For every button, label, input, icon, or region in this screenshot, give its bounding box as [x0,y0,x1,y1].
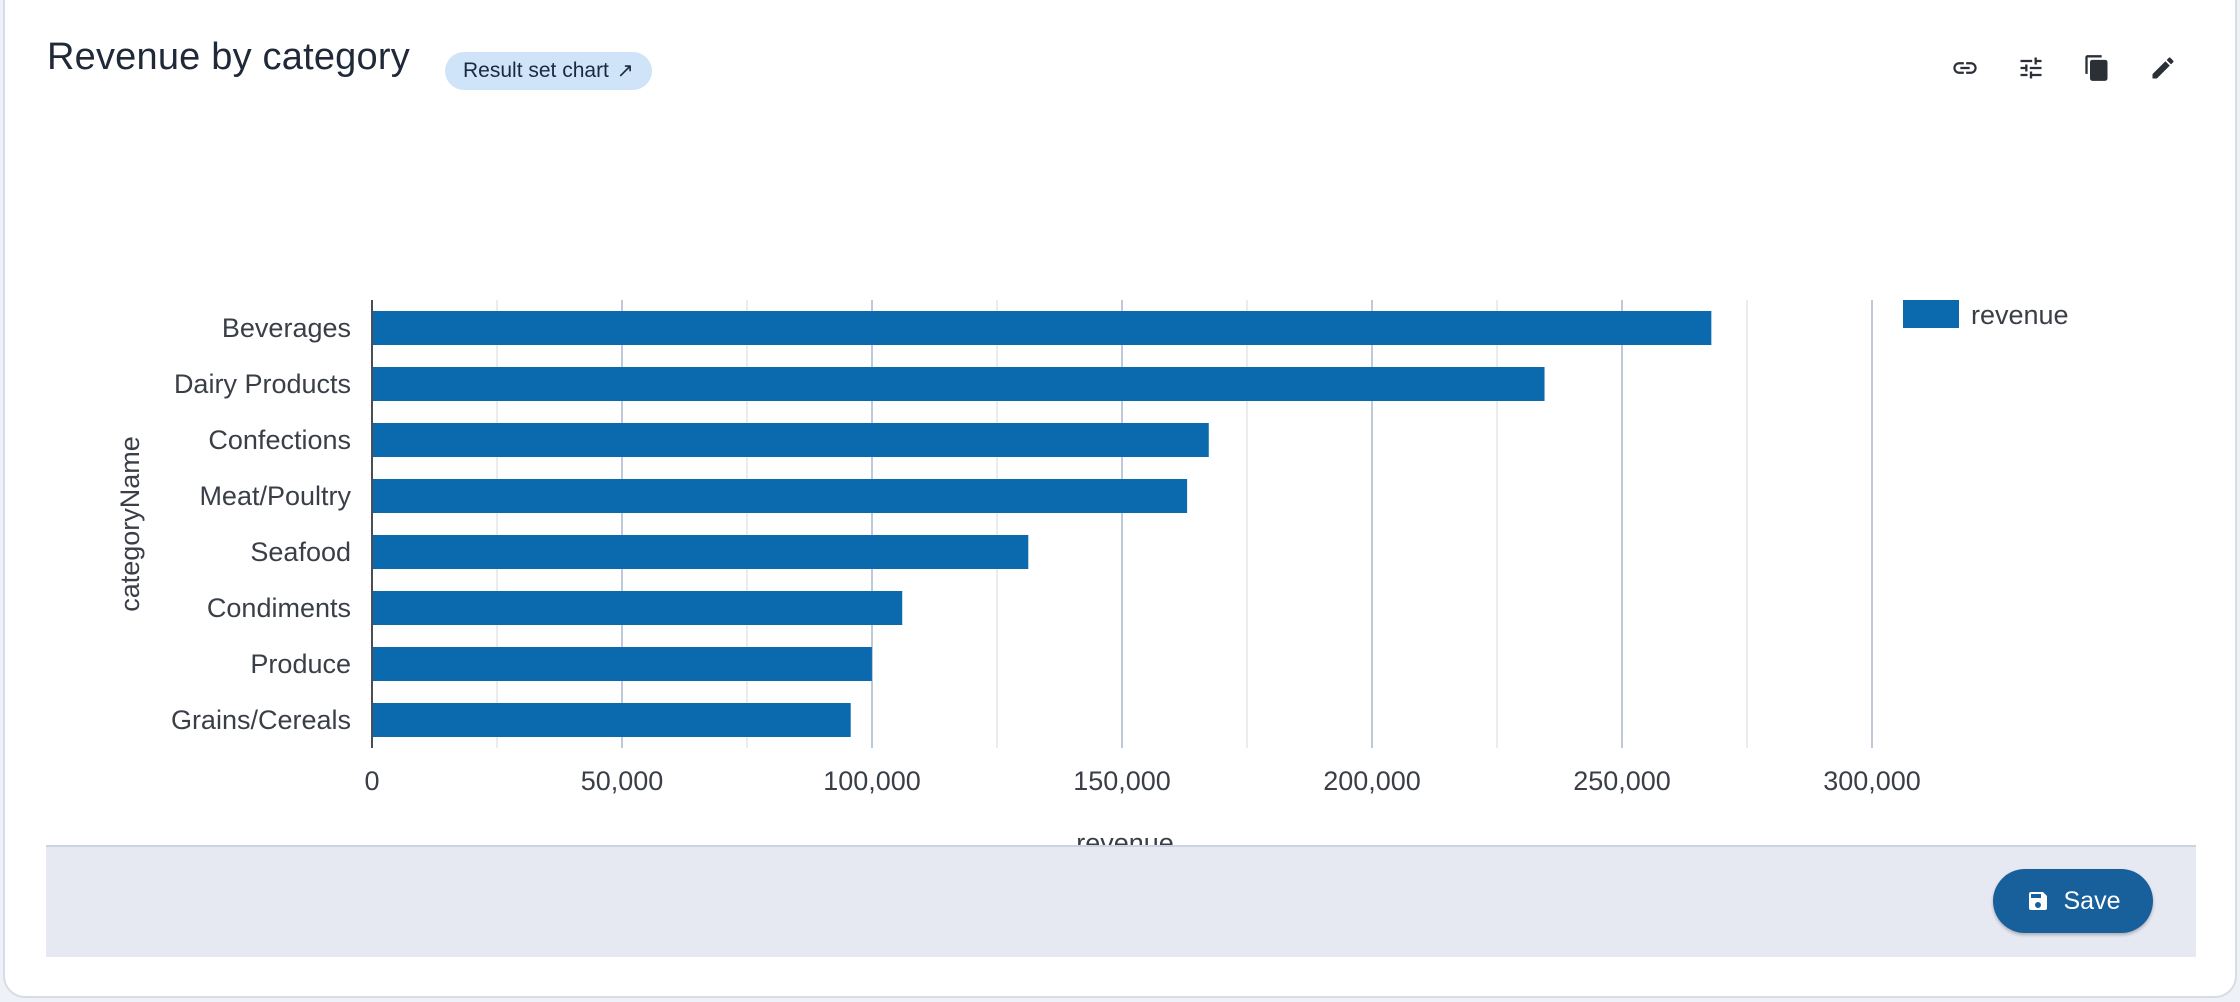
y-category-label: Produce [250,649,351,679]
bar-produce [372,647,872,681]
legend-label: revenue [1971,300,2069,330]
external-arrow-icon: ↗ [616,60,634,82]
edit-button[interactable] [2141,46,2185,90]
chart-title: Revenue by category [47,36,410,78]
y-category-label: Seafood [250,537,351,567]
y-category-label: Dairy Products [174,369,351,399]
footer-bar: Save [46,845,2196,957]
badge-label: Result set chart [463,59,609,82]
settings-button[interactable] [2009,46,2053,90]
sliders-icon [2020,57,2042,79]
chart-card: Revenue by category Result set chart ↗ 0… [3,0,2237,998]
save-label: Save [2063,886,2121,915]
x-tick-label: 200,000 [1323,766,1421,796]
y-category-label: Confections [208,425,351,455]
y-axis-title: categoryName [115,436,145,612]
edit-pencil-icon [2152,57,2174,79]
link-icon [1953,62,1977,74]
copy-icon [2085,55,2108,81]
bar-dairy-products [372,367,1545,401]
floppy-disk-icon [2028,892,2047,910]
y-category-label: Condiments [207,593,351,623]
x-tick-label: 300,000 [1823,766,1921,796]
x-tick-label: 250,000 [1573,766,1671,796]
x-tick-label: 150,000 [1073,766,1171,796]
bar-meat-poultry [372,479,1188,513]
y-category-label: Meat/Poultry [199,481,351,511]
copy-button[interactable] [2075,46,2119,90]
save-button[interactable]: Save [1993,869,2153,933]
y-category-label: Beverages [222,313,351,343]
x-tick-label: 50,000 [581,766,664,796]
result-set-chart-badge[interactable]: Result set chart ↗ [445,52,652,90]
legend-swatch [1903,300,1959,328]
bar-chart: 0 50,000 100,000 150,000 200,000 250,000 300,0… [115,300,2069,858]
x-tick-label: 100,000 [823,766,921,796]
y-category-label: Grains/Cereals [171,705,351,735]
x-tick-label: 0 [364,766,379,796]
bar-condiments [372,591,903,625]
bar-grains-cereals [372,703,851,737]
card-toolbar [1943,46,2185,90]
bar-beverages [372,311,1712,345]
bar-confections [372,423,1209,457]
bar-seafood [372,535,1029,569]
chart-area: 0 50,000 100,000 150,000 200,000 250,000 300,0… [5,0,2239,880]
link-button[interactable] [1943,46,1987,90]
